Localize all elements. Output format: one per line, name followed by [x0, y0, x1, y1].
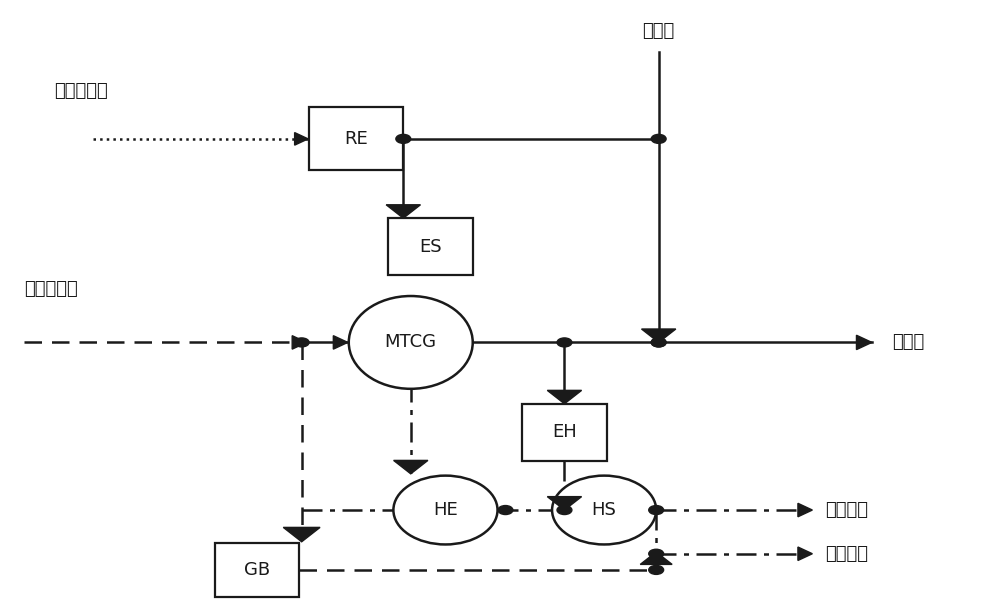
Text: HS: HS: [592, 501, 617, 519]
Circle shape: [651, 338, 666, 347]
Text: 购买电: 购买电: [643, 22, 675, 40]
Text: 电负荷: 电负荷: [892, 333, 924, 351]
Ellipse shape: [393, 476, 498, 544]
Polygon shape: [640, 552, 672, 565]
Text: MTCG: MTCG: [385, 333, 437, 351]
Polygon shape: [547, 497, 582, 510]
Text: RE: RE: [344, 130, 368, 148]
Polygon shape: [642, 329, 676, 342]
Circle shape: [651, 134, 666, 143]
Polygon shape: [386, 205, 420, 218]
FancyBboxPatch shape: [522, 404, 607, 461]
FancyBboxPatch shape: [388, 218, 473, 275]
FancyBboxPatch shape: [309, 107, 403, 171]
Text: 供热需求: 供热需求: [825, 544, 868, 563]
Circle shape: [649, 565, 664, 574]
Polygon shape: [798, 547, 812, 560]
Polygon shape: [292, 336, 307, 349]
Circle shape: [498, 506, 513, 515]
Text: EH: EH: [552, 423, 577, 441]
Circle shape: [557, 338, 572, 347]
Polygon shape: [798, 503, 812, 517]
Polygon shape: [547, 390, 582, 404]
Text: 可再生能源: 可再生能源: [54, 82, 108, 100]
Text: HE: HE: [433, 501, 458, 519]
Circle shape: [649, 549, 664, 558]
Circle shape: [649, 506, 664, 515]
Polygon shape: [295, 132, 308, 145]
FancyBboxPatch shape: [215, 543, 299, 597]
Text: 购买天然气: 购买天然气: [24, 280, 78, 297]
Text: 热水需求: 热水需求: [825, 501, 868, 519]
Circle shape: [557, 506, 572, 515]
Text: GB: GB: [244, 561, 270, 579]
Text: ES: ES: [419, 237, 442, 256]
Polygon shape: [283, 527, 320, 542]
Ellipse shape: [349, 296, 473, 389]
Polygon shape: [394, 461, 428, 474]
Circle shape: [396, 134, 411, 143]
Circle shape: [294, 338, 309, 347]
Circle shape: [651, 338, 666, 347]
Polygon shape: [856, 335, 872, 350]
Polygon shape: [333, 336, 348, 349]
Ellipse shape: [552, 476, 656, 544]
